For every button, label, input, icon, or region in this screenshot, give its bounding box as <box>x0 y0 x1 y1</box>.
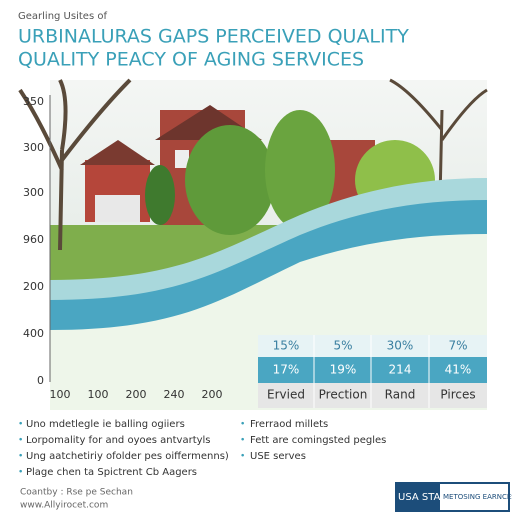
legend-bullet: • <box>240 452 245 462</box>
logo-inner <box>440 484 508 510</box>
y-tick-label: 400 <box>23 327 44 340</box>
table-cell: 15% <box>273 339 300 353</box>
table-cell: 7% <box>448 339 467 353</box>
legend-bullet: • <box>240 436 245 446</box>
x-tick-label: 200 <box>202 388 223 401</box>
table-cell: Rand <box>385 388 416 402</box>
x-tick-label: 200 <box>126 388 147 401</box>
logo-text: METOSING EARNCES <box>443 493 512 501</box>
legend-bullet: • <box>18 452 23 462</box>
legend-item: Lorpomality for and oyoes antvartyls <box>26 435 211 446</box>
legend-item: Fett are comingsted pegles <box>250 435 386 446</box>
legend-bullet: • <box>18 436 23 446</box>
url: www.Allyirocet.com <box>20 501 108 511</box>
y-tick-label: 300 <box>23 186 44 199</box>
table-cell: 30% <box>387 339 414 353</box>
table-cell: 17% <box>273 363 300 377</box>
y-tick-label: 300 <box>23 141 44 154</box>
legend-item: USE serves <box>250 451 306 462</box>
x-tick-label: 100 <box>88 388 109 401</box>
title-line: QUALITY PEACY OF AGING SERVICES <box>18 49 364 71</box>
x-tick-label: 240 <box>164 388 185 401</box>
legend-item: Plage chen ta Spictrent Cb Aagers <box>26 467 197 478</box>
legend-item: Ung aatchetiriy ofolder pes oiffermenns) <box>26 451 229 462</box>
y-tick-label: 0 <box>37 374 44 387</box>
table-cell: 41% <box>445 363 472 377</box>
table-cell: Prection <box>319 388 368 402</box>
legend-bullet: • <box>18 420 23 430</box>
photo <box>18 78 488 285</box>
table-cell: 214 <box>389 363 412 377</box>
table-cell: Pirces <box>440 388 475 402</box>
logo-text: USA STAUCS <box>398 492 461 503</box>
y-tick-label: 350 <box>23 95 44 108</box>
x-tick-label: 100 <box>50 388 71 401</box>
y-tick-label: 960 <box>23 233 44 246</box>
y-tick-label: 200 <box>23 280 44 293</box>
table-cell: 5% <box>333 339 352 353</box>
table <box>258 335 487 408</box>
legend-bullet: • <box>18 468 23 478</box>
source: Coantby : Rse pe Sechan <box>20 488 133 498</box>
kicker: Gearling Usites of <box>18 11 107 22</box>
table-cell: 19% <box>330 363 357 377</box>
title-line: URBINALURAS GAPS PERCEIVED QUALITY <box>18 26 409 48</box>
legend-bullet: • <box>240 420 245 430</box>
legend-item: Frerraod millets <box>250 419 328 430</box>
legend-item: Uno mdetlegle ie balling ogiiers <box>26 419 185 430</box>
table-cell: Ervied <box>267 388 305 402</box>
